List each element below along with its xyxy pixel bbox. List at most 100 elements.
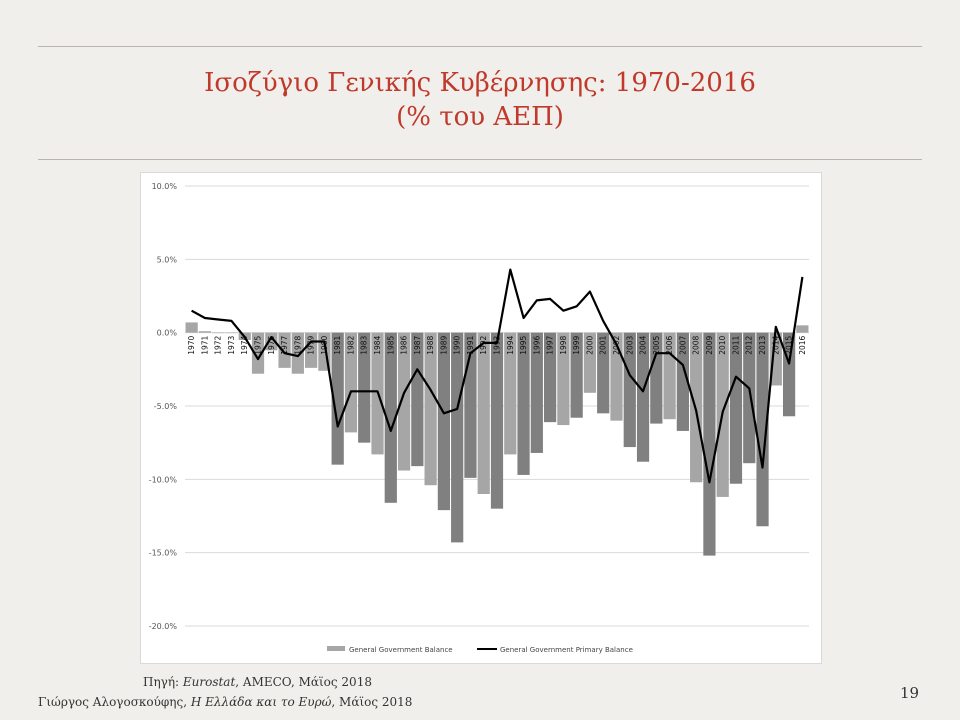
bar-2006	[663, 332, 676, 420]
category-label: 2007	[678, 335, 687, 354]
legend-bar-label: General Government Balance	[349, 646, 453, 654]
bar-1994	[504, 332, 517, 455]
bar-1988	[424, 332, 437, 486]
bar-1986	[397, 332, 411, 471]
category-label: 2010	[718, 335, 727, 354]
source-italic: Eurostat	[182, 675, 236, 689]
chart-container: 10.0% 5.0% 0.0% -5.0% -10.0% -15.0% -20.0% 1970…	[140, 172, 822, 664]
bottom-divider	[38, 159, 922, 160]
category-label: 1979	[307, 335, 316, 354]
bar-2016	[796, 325, 809, 333]
category-label: 2015	[785, 335, 794, 354]
category-label: 1983	[360, 335, 369, 354]
y-tick-label: -20.0%	[149, 622, 178, 631]
category-label: 2006	[665, 335, 674, 354]
source-prefix: Πηγή:	[143, 675, 183, 689]
page-number: 19	[900, 684, 920, 702]
bar-1972	[212, 332, 225, 334]
category-label: 1970	[187, 335, 196, 354]
bar-1989	[437, 332, 451, 511]
bar-1999	[570, 332, 583, 418]
bar-1995	[517, 332, 530, 475]
bar-1982	[344, 332, 358, 433]
y-tick-label: -10.0%	[149, 475, 178, 484]
category-label: 1997	[546, 335, 555, 354]
y-tick-label: 5.0%	[157, 255, 178, 264]
bar-2004	[636, 332, 650, 462]
bar-2007	[676, 332, 689, 431]
y-tick-label: -15.0%	[149, 549, 178, 558]
author-name: Γιώργος Αλογοσκούφης,	[38, 695, 191, 709]
category-label: 2009	[705, 335, 714, 354]
bar-1975	[251, 332, 265, 374]
bar-2005	[650, 332, 663, 424]
bar-2003	[623, 332, 636, 448]
bar-1996	[530, 332, 543, 453]
bar-2002	[610, 332, 623, 421]
category-label: 1996	[532, 335, 541, 354]
bar-1985	[384, 332, 397, 503]
category-label: 1982	[346, 335, 355, 354]
bar-1993	[490, 332, 504, 509]
bar-2001	[597, 332, 610, 414]
bar-1970	[185, 322, 198, 333]
category-label: 2011	[731, 335, 740, 354]
book-title: Η Ελλάδα και το Ευρώ	[190, 695, 332, 709]
category-label: 1974	[240, 335, 249, 354]
author-credit: Γιώργος Αλογοσκούφης, Η Ελλάδα και το Ευ…	[38, 695, 412, 709]
category-label: 1988	[426, 335, 435, 354]
bar-1987	[411, 332, 424, 467]
legend-line-label: General Government Primary Balance	[500, 646, 633, 654]
category-label: 1994	[506, 335, 515, 354]
category-label: 1995	[519, 335, 528, 354]
author-date: , Μάϊος 2018	[331, 695, 413, 709]
category-label: 1981	[333, 335, 342, 354]
category-label: 1977	[280, 335, 289, 354]
category-label: 1992	[479, 335, 488, 354]
category-label: 1986	[400, 335, 409, 354]
category-label: 2003	[625, 335, 634, 354]
category-label: 1998	[559, 335, 568, 354]
category-label: 2013	[758, 335, 767, 354]
category-label: 1993	[493, 335, 502, 354]
category-label: 1991	[466, 335, 475, 354]
bar-1978	[291, 332, 304, 374]
bar-2013	[756, 332, 769, 527]
slide-title: Ισοζύγιο Γενικής Κυβέρνησης: 1970-2016 (…	[0, 66, 960, 134]
bar-2012	[743, 332, 756, 464]
category-label: 1972	[214, 335, 223, 354]
bar-2014	[769, 332, 782, 386]
bar-1981	[331, 332, 344, 465]
source-rest: , AMECO, Μάϊος 2018	[235, 675, 372, 689]
category-label: 1990	[453, 335, 462, 354]
top-divider	[38, 46, 922, 47]
source-note: Πηγή: Eurostat, AMECO, Μάϊος 2018	[143, 675, 372, 689]
legend-bar-swatch	[327, 646, 345, 651]
bar-1971	[198, 331, 212, 333]
category-label: 1978	[293, 335, 302, 354]
y-tick-label: -5.0%	[154, 402, 178, 411]
category-label: 1984	[373, 335, 382, 354]
bar-1998	[557, 332, 570, 426]
bar-1990	[451, 332, 464, 543]
bar-2000	[583, 332, 597, 393]
bar-2011	[729, 332, 743, 484]
bar-2009	[703, 332, 716, 556]
y-tick-label: 0.0%	[157, 329, 178, 338]
y-tick-label: 10.0%	[152, 182, 178, 191]
category-label: 1971	[200, 335, 209, 354]
category-label: 2012	[745, 335, 754, 354]
title-line-2: (% του ΑΕΠ)	[396, 102, 564, 132]
category-label: 2016	[798, 335, 807, 354]
category-label: 1989	[439, 335, 448, 354]
category-label: 1999	[572, 335, 581, 354]
category-label: 2000	[585, 335, 594, 354]
category-label: 1976	[267, 335, 276, 354]
category-label: 1973	[227, 335, 236, 354]
bar-1977	[278, 332, 291, 368]
bar-1992	[477, 332, 490, 494]
category-label: 2001	[599, 335, 608, 354]
category-label: 2008	[692, 335, 701, 354]
category-label: 2014	[771, 335, 780, 354]
bar-1976	[265, 332, 278, 351]
